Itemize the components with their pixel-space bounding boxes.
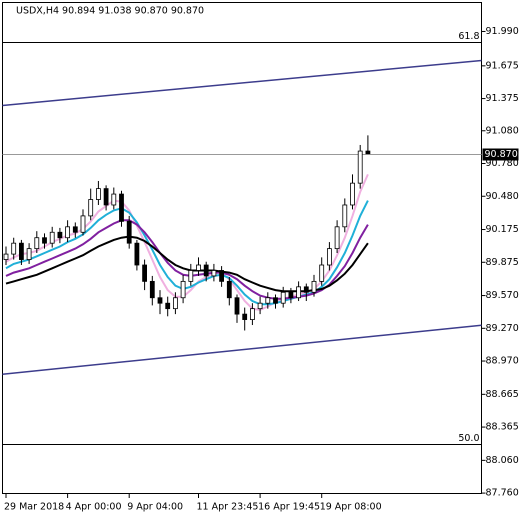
candle-body [3,253,9,260]
trendline [2,59,482,107]
y-tick-label: 87.760 [486,488,519,499]
candle-body [72,226,78,233]
candle-body [18,242,24,260]
y-tick-label: 89.270 [486,323,519,334]
candle-body [142,264,148,282]
candle-body [26,248,32,260]
candle-body [342,204,348,228]
candle-body [265,297,271,304]
candle-body [103,188,109,206]
candle-body [303,286,309,293]
candle-body [111,193,117,206]
candle-body [319,264,325,282]
y-tick-label: 90.480 [486,191,519,202]
candle-body [273,297,278,304]
candle-body [288,291,294,299]
candle-body [326,248,332,266]
x-tick-label: 16 Apr 19:45 [258,502,320,513]
y-tick-label: 91.675 [486,60,519,71]
candle-body [149,280,155,299]
candle-body [296,286,302,299]
candle-body [172,297,178,310]
candle-body [280,291,286,304]
last-price-label: 90.870 [485,149,518,160]
candle-body [257,302,263,310]
candle-body [242,313,248,320]
candle-body [311,280,317,293]
y-tick-label: 88.970 [486,356,519,367]
level-label: 50.0 [458,433,479,444]
candle-body [80,215,86,233]
candle-body [188,270,194,282]
x-tick-label: 29 Mar 2018 [4,502,64,513]
candle-body [180,280,186,299]
candle-body [88,199,94,217]
plot-frame [2,2,482,494]
candle-body [42,237,47,244]
candle-body [126,220,132,244]
candle-body [49,231,55,244]
candle-body [226,280,232,299]
candle-body [165,302,171,310]
x-tick-label: 9 Apr 04:00 [127,502,183,513]
y-tick-label: 90.780 [486,158,519,169]
candle-body [249,308,255,320]
chart-title: USDX,H4 90.894 91.038 90.870 90.870 [16,6,204,17]
y-tick-label: 88.060 [486,455,519,466]
candle-body [219,270,225,282]
x-tick-label: 19 Apr 08:00 [320,502,382,513]
moving-average [5,200,369,306]
candle-body [211,270,217,277]
candle-body [57,231,63,239]
y-tick-label: 89.570 [486,290,519,301]
y-tick-label: 88.365 [486,422,519,433]
candle-body [157,297,163,304]
moving-average [5,219,369,300]
y-tick-label: 91.375 [486,93,519,104]
candle-body [334,226,340,250]
y-tick-label: 88.665 [486,389,519,400]
last-price-box [482,148,519,161]
trendline [2,324,482,375]
y-tick-label: 89.875 [486,257,519,268]
candle-body [365,150,371,155]
candle-body [134,242,140,266]
candle-body [196,264,201,271]
candle-body [357,150,363,184]
y-tick-label: 90.175 [486,224,519,235]
candle-body [119,193,124,222]
x-tick-label: 11 Apr 23:45 [197,502,259,513]
candle-body [11,242,17,255]
candle-body [234,297,240,315]
y-tick-label: 91.080 [486,125,519,136]
x-tick-label: 4 Apr 00:00 [66,502,122,513]
candle-body [65,226,70,239]
level-label: 61.8 [458,31,479,42]
y-tick-label: 91.990 [486,26,519,37]
candle-body [350,182,355,206]
candle-body [34,237,40,250]
candle-body [203,264,209,277]
candle-body [96,188,101,200]
